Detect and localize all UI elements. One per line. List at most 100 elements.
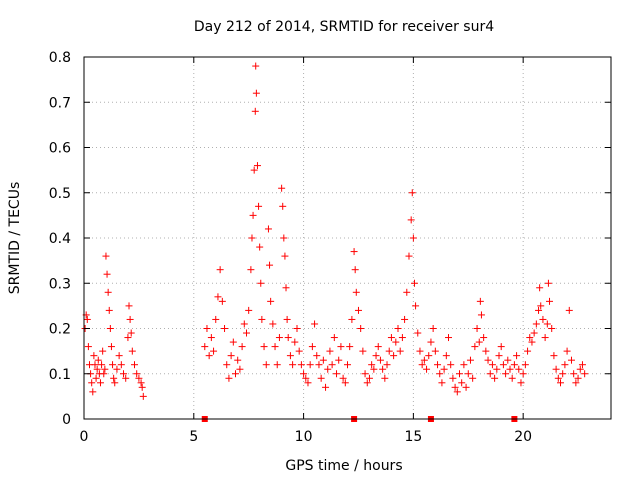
data-point [407, 216, 415, 224]
data-point [260, 343, 268, 351]
y-tick-label: 0.7 [49, 95, 71, 111]
data-point [137, 379, 145, 387]
data-point [502, 370, 510, 378]
x-tick-label: 5 [189, 429, 198, 445]
data-point [354, 306, 362, 314]
data-point [385, 347, 393, 355]
data-point [94, 356, 102, 364]
data-point [109, 361, 117, 369]
data-point [462, 383, 470, 391]
data-point [247, 266, 255, 274]
data-point [245, 306, 253, 314]
data-point [125, 302, 133, 310]
data-point [84, 343, 92, 351]
data-point [423, 365, 431, 373]
data-point [311, 320, 319, 328]
y-tick-label: 0.6 [49, 141, 71, 157]
data-point [427, 338, 435, 346]
data-point [409, 234, 417, 242]
data-point [281, 252, 289, 260]
data-point [554, 374, 562, 382]
data-point [328, 361, 336, 369]
data-point [455, 370, 463, 378]
data-point [238, 343, 246, 351]
data-point [295, 347, 303, 355]
data-point [425, 352, 433, 360]
data-point [315, 361, 323, 369]
data-point [550, 352, 558, 360]
data-point [266, 261, 274, 269]
data-point [264, 225, 272, 233]
data-point [306, 361, 314, 369]
data-point [335, 356, 343, 364]
data-point [401, 315, 409, 323]
data-point [526, 334, 534, 342]
data-point [126, 315, 134, 323]
data-point [451, 383, 459, 391]
data-point [359, 347, 367, 355]
data-point [412, 302, 420, 310]
data-point [357, 325, 365, 332]
data-point [517, 379, 525, 387]
data-point [497, 343, 505, 351]
data-point [227, 352, 235, 360]
data-point [440, 365, 448, 373]
data-point [240, 320, 248, 328]
data-point [223, 361, 231, 369]
data-point [572, 379, 580, 387]
data-point [351, 266, 359, 274]
data-point [330, 334, 338, 342]
data-point [543, 320, 551, 328]
data-point [210, 347, 218, 355]
data-point [248, 234, 256, 242]
data-point [124, 334, 132, 342]
data-point [105, 306, 113, 314]
data-point [537, 302, 545, 310]
data-point [447, 361, 455, 369]
data-point [556, 379, 564, 387]
data-point [348, 315, 356, 323]
data-point [297, 361, 305, 369]
data-point [434, 361, 442, 369]
data-point [289, 361, 297, 369]
data-point [113, 365, 121, 373]
y-tick-label: 0.3 [49, 276, 71, 292]
x-tick-label: 15 [404, 429, 422, 445]
x-tick-label: 20 [514, 429, 532, 445]
data-point [286, 352, 294, 360]
data-point [308, 343, 316, 351]
data-point [410, 279, 418, 287]
data-point [249, 211, 257, 219]
data-point [420, 356, 428, 364]
data-point [83, 315, 91, 323]
data-point [570, 370, 578, 378]
data-point [541, 334, 549, 342]
data-point [493, 365, 501, 373]
data-point [138, 383, 146, 391]
data-point [460, 361, 468, 369]
data-point [504, 356, 512, 364]
data-point [552, 365, 560, 373]
data-point [578, 361, 586, 369]
data-point [127, 329, 135, 337]
data-point [438, 379, 446, 387]
y-tick-label: 0.2 [49, 322, 71, 338]
data-point [102, 252, 110, 260]
data-point [322, 383, 330, 391]
data-point [262, 361, 270, 369]
y-axis-label: SRMTID / TECUs [7, 182, 23, 295]
data-point [387, 334, 395, 342]
data-point [374, 343, 382, 351]
data-point [139, 392, 147, 400]
data-point [495, 352, 503, 360]
data-point [394, 325, 402, 332]
data-point [293, 325, 301, 332]
data-point [232, 370, 240, 378]
data-point [341, 379, 349, 387]
data-point [283, 315, 291, 323]
data-point [510, 361, 518, 369]
data-point [205, 352, 213, 360]
data-point [242, 329, 250, 337]
